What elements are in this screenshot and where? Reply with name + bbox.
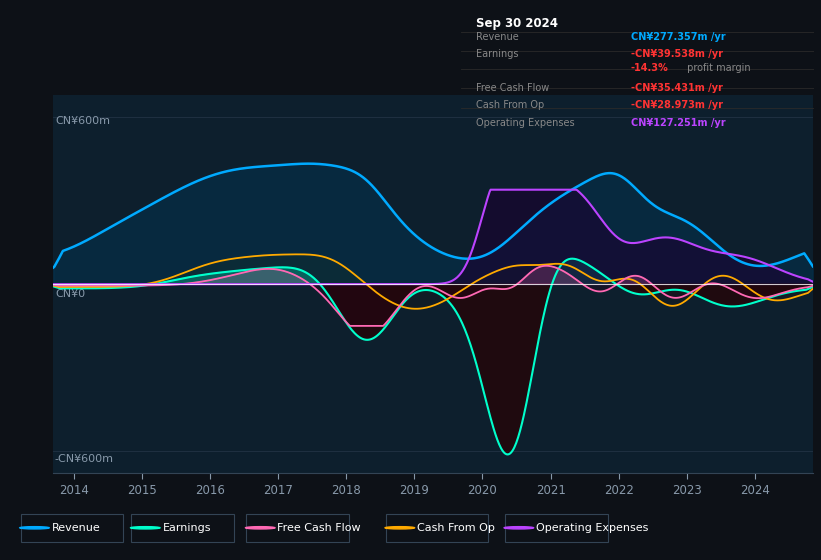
Circle shape	[385, 526, 415, 529]
Text: Sep 30 2024: Sep 30 2024	[475, 17, 557, 30]
Text: -14.3%: -14.3%	[631, 63, 668, 73]
Circle shape	[504, 526, 534, 529]
Circle shape	[20, 526, 49, 529]
Text: -CN¥28.973m /yr: -CN¥28.973m /yr	[631, 100, 722, 110]
Text: Cash From Op: Cash From Op	[475, 100, 544, 110]
Text: CN¥600m: CN¥600m	[55, 116, 110, 126]
Text: Earnings: Earnings	[475, 49, 518, 59]
Text: CN¥277.357m /yr: CN¥277.357m /yr	[631, 32, 726, 42]
Bar	[131, 514, 234, 542]
Text: CN¥127.251m /yr: CN¥127.251m /yr	[631, 118, 726, 128]
Bar	[505, 514, 608, 542]
Bar	[21, 514, 123, 542]
Text: Operating Expenses: Operating Expenses	[536, 523, 649, 533]
Text: CN¥0: CN¥0	[55, 289, 85, 299]
Text: Earnings: Earnings	[163, 523, 211, 533]
Text: Cash From Op: Cash From Op	[417, 523, 495, 533]
Bar	[386, 514, 488, 542]
Text: -CN¥600m: -CN¥600m	[55, 454, 114, 464]
Bar	[246, 514, 349, 542]
Text: -CN¥39.538m /yr: -CN¥39.538m /yr	[631, 49, 722, 59]
Text: -CN¥35.431m /yr: -CN¥35.431m /yr	[631, 83, 722, 93]
Text: Free Cash Flow: Free Cash Flow	[277, 523, 361, 533]
Text: profit margin: profit margin	[684, 63, 750, 73]
Text: Revenue: Revenue	[475, 32, 518, 42]
Text: Revenue: Revenue	[52, 523, 100, 533]
Circle shape	[131, 526, 160, 529]
Text: Operating Expenses: Operating Expenses	[475, 118, 574, 128]
Circle shape	[245, 526, 275, 529]
Text: Free Cash Flow: Free Cash Flow	[475, 83, 548, 93]
